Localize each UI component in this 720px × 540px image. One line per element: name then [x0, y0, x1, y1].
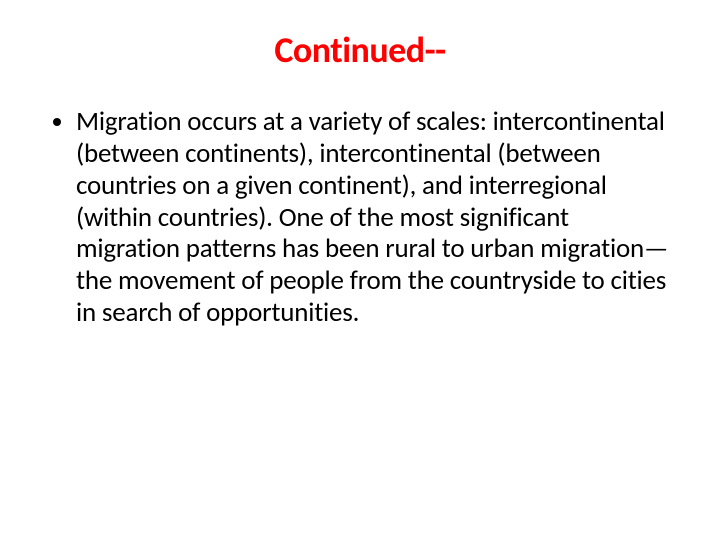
slide-body: Migration occurs at a variety of scales:…	[48, 106, 672, 329]
bullet-item: Migration occurs at a variety of scales:…	[76, 106, 672, 329]
slide: Continued-- Migration occurs at a variet…	[0, 0, 720, 540]
bullet-list: Migration occurs at a variety of scales:…	[48, 106, 672, 329]
slide-title: Continued--	[48, 28, 672, 72]
